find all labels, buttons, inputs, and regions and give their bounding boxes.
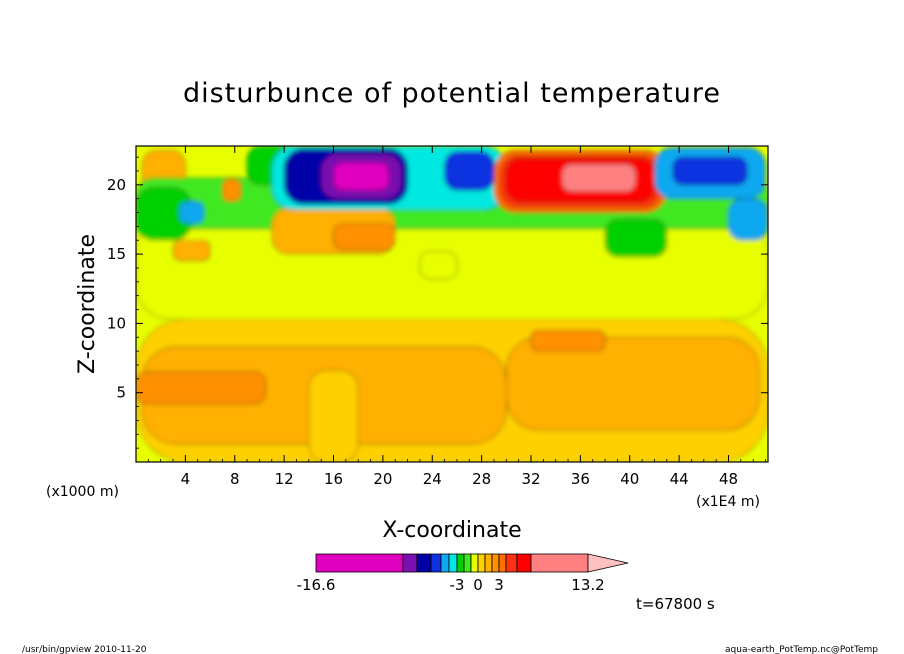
contour-region: [136, 371, 266, 405]
y-axis-label: Z-coordinate: [75, 234, 100, 374]
y-tick-label: 20: [107, 176, 126, 194]
x-tick-label: 44: [670, 470, 689, 488]
colorbar: -16.6 -3 0 3 13.2: [297, 553, 629, 594]
contour-region: [333, 162, 390, 191]
y-tick-label: 5: [116, 384, 126, 402]
footer-left: /usr/bin/gpview 2010-11-20: [22, 645, 147, 654]
footer-right: aqua-earth_PotTemp.nc@PotTemp: [725, 645, 878, 654]
x-axis-label: X-coordinate: [382, 518, 521, 543]
x-tick-label: 20: [373, 470, 392, 488]
colorbar-swatch: [470, 553, 479, 573]
colorbar-swatch: [448, 553, 458, 573]
contour-region: [506, 336, 760, 431]
contour-region: [604, 219, 668, 258]
contour-region: [728, 198, 768, 241]
y-tick-label: 10: [107, 314, 126, 332]
contour-region: [333, 223, 396, 251]
contour-region: [561, 163, 637, 193]
colorbar-swatch: [484, 553, 493, 573]
colorbar-extend-arrow: [587, 553, 629, 573]
colorbar-tick-label: 13.2: [571, 576, 604, 594]
contour-region: [172, 239, 211, 262]
colorbar-swatch: [530, 553, 589, 573]
x-tick-label: 48: [719, 470, 738, 488]
contour-region: [419, 251, 458, 280]
colorbar-swatch: [440, 553, 450, 573]
contour-region: [308, 370, 359, 462]
contour-region: [530, 330, 606, 352]
contour-field: [136, 146, 768, 462]
colorbar-tick-label: -3: [450, 576, 465, 594]
colorbar-swatch: [516, 553, 532, 573]
x-tick-label: 32: [521, 470, 540, 488]
colorbar-swatch: [505, 553, 518, 573]
x-tick-label: 36: [571, 470, 590, 488]
x-axis: 4 8 12 16 20 24 28 32 36 40 44 48: [147, 146, 766, 488]
colorbar-tick-label: 3: [494, 576, 504, 594]
x-tick-label: 8: [230, 470, 240, 488]
colorbar-tick-label: -16.6: [297, 576, 336, 594]
colorbar-swatch: [498, 553, 507, 573]
colorbar-swatch: [463, 553, 472, 573]
plot-frame: [135, 145, 769, 463]
x-tick-label: 24: [423, 470, 442, 488]
colorbar-swatch: [416, 553, 432, 573]
y-axis: 5 10 15 20: [107, 156, 768, 449]
x-scale-note: (x1E4 m): [696, 494, 760, 510]
contour-region: [672, 156, 748, 186]
x-tick-label: 16: [324, 470, 343, 488]
colorbar-swatch: [491, 553, 500, 573]
colorbar-tick-label: 0: [473, 576, 483, 594]
colorbar-swatch: [315, 553, 404, 573]
x-tick-label: 12: [275, 470, 294, 488]
colorbar-swatch: [477, 553, 486, 573]
contour-region: [222, 178, 242, 202]
colorbar-swatch: [456, 553, 465, 573]
time-label: t=67800 s: [636, 595, 715, 613]
x-tick-label: 4: [181, 470, 191, 488]
colorbar-swatch: [430, 553, 442, 573]
chart-title: disturbunce of potential temperature: [183, 78, 721, 109]
colorbar-swatch: [402, 553, 418, 573]
y-tick-label: 15: [107, 245, 126, 263]
x-unit-note: (x1000 m): [46, 484, 119, 500]
x-tick-label: 40: [620, 470, 639, 488]
contour-region: [178, 201, 205, 224]
x-tick-label: 28: [472, 470, 491, 488]
contour-region: [444, 151, 495, 191]
